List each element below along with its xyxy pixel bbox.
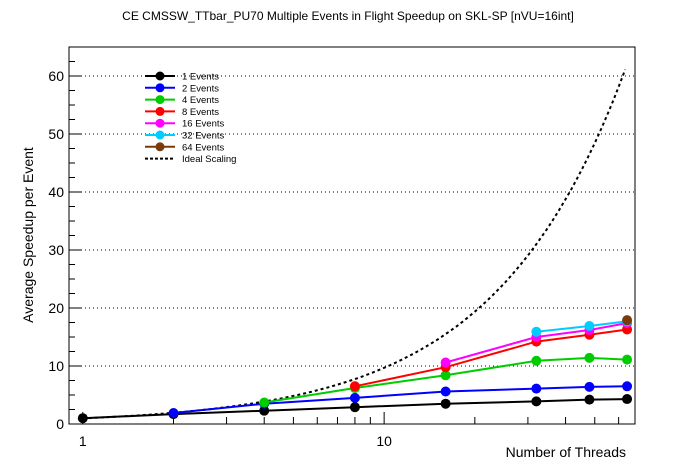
data-point-2-events [440, 386, 451, 397]
data-point-1-events [622, 394, 633, 405]
legend-marker-32-events [155, 130, 165, 140]
data-point-1-events [440, 398, 451, 409]
data-point-4-events [531, 355, 542, 366]
y-tick-label: 20 [48, 300, 64, 316]
x-tick-label: 1 [79, 433, 87, 449]
data-point-32-events [584, 320, 595, 331]
data-point-64-events [622, 315, 633, 326]
legend-label-64-events: 64 Events [182, 142, 224, 153]
legend-label-ideal-scaling: Ideal Scaling [182, 154, 236, 165]
data-point-32-events [531, 326, 542, 337]
data-point-2-events [531, 383, 542, 394]
data-point-8-events [349, 381, 360, 392]
legend-label-1-events: 1 Events [182, 72, 219, 83]
y-tick-label: 0 [56, 416, 64, 432]
y-tick-label: 60 [48, 68, 64, 84]
data-point-4-events [584, 352, 595, 363]
data-point-1-events [531, 396, 542, 407]
x-tick-label: 10 [376, 433, 392, 449]
legend-marker-1-events [155, 71, 165, 81]
legend-label-16-events: 16 Events [182, 119, 224, 130]
data-point-16-events [440, 357, 451, 368]
series-line-4-events [264, 356, 628, 404]
data-series [77, 69, 633, 424]
y-tick-label: 40 [48, 184, 64, 200]
data-point-4-events [622, 354, 633, 365]
legend-marker-4-events [155, 95, 165, 105]
legend-marker-64-events [155, 142, 165, 152]
data-point-2-events [622, 381, 633, 392]
series-line-16-events [445, 322, 628, 364]
legend-label-8-events: 8 Events [182, 107, 219, 118]
data-point-2-events [349, 392, 360, 403]
plot-frame [68, 46, 636, 425]
legend-marker-2-events [155, 83, 165, 93]
data-point-1-events [77, 413, 88, 424]
legend-label-4-events: 4 Events [182, 95, 219, 106]
axis-ticks: 0 10 20 30 40 50 60 1 10 [48, 46, 620, 449]
y-tick-label: 50 [48, 126, 64, 142]
data-point-2-events [168, 407, 179, 418]
x-axis-label: Number of Threads [506, 444, 626, 460]
legend-label-2-events: 2 Events [182, 83, 219, 94]
data-point-1-events [259, 405, 270, 416]
y-axis-label: Average Speedup per Event [20, 147, 36, 323]
data-point-1-events [584, 394, 595, 405]
data-point-4-events [259, 397, 270, 408]
y-tick-label: 10 [48, 358, 64, 374]
gridlines [69, 75, 635, 367]
legend-marker-8-events [155, 106, 165, 116]
y-tick-label: 30 [48, 242, 64, 258]
data-point-1-events [349, 402, 360, 413]
chart-title: CE CMSSW_TTbar_PU70 Multiple Events in F… [122, 9, 574, 23]
data-point-4-events [440, 370, 451, 381]
series-line-1-events [82, 398, 628, 420]
legend-label-32-events: 32 Events [182, 131, 224, 142]
legend-marker-16-events [155, 118, 165, 128]
data-point-2-events [584, 381, 595, 392]
